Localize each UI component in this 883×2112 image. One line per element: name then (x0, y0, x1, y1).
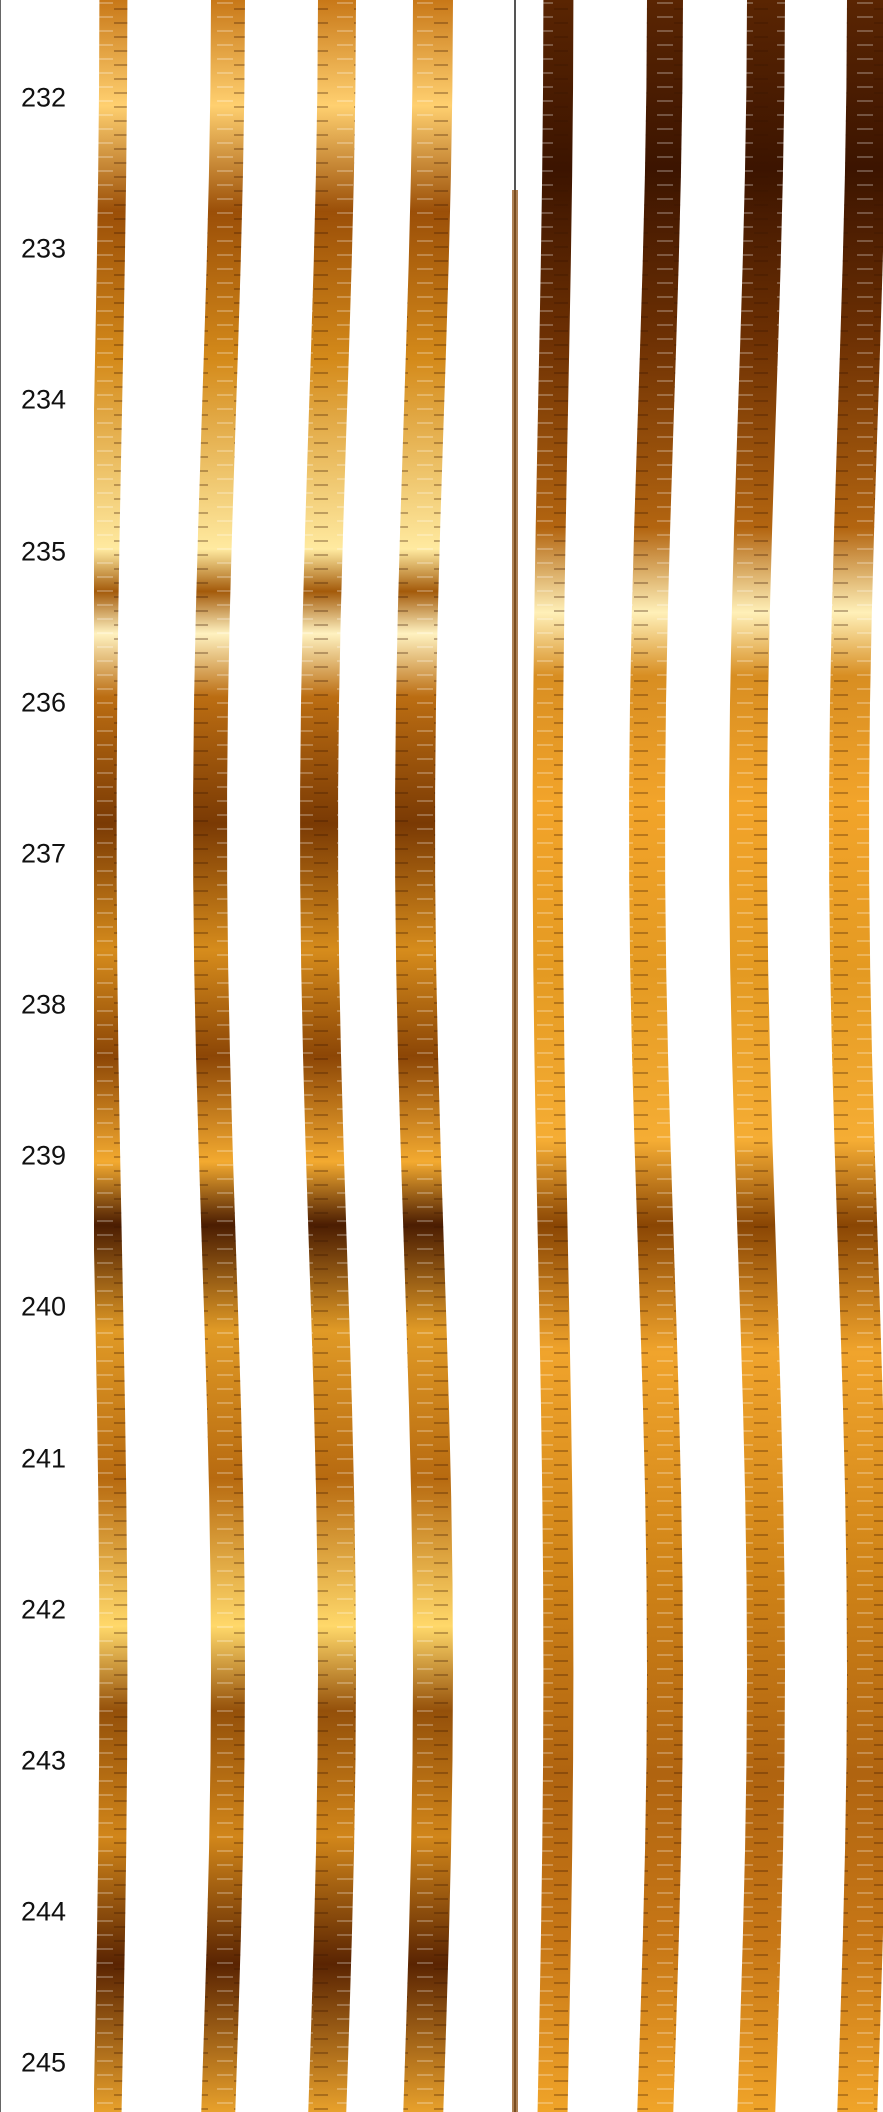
right-pad-4-texture (829, 0, 883, 2112)
depth-scale-track: 232 233 234 235 236 237 238 239 240 241 … (0, 0, 94, 2112)
depth-label-241: 241 (21, 1443, 67, 1474)
right-pad-1-texture (532, 0, 574, 2112)
depth-label-232: 232 (21, 82, 67, 113)
depth-label-238: 238 (21, 989, 67, 1020)
depth-label-239: 239 (21, 1140, 67, 1171)
right-pad-2-texture (629, 0, 683, 2112)
left-pad-3-texture (300, 0, 356, 2112)
center-strip (512, 190, 518, 2112)
depth-label-244: 244 (21, 1896, 67, 1927)
depth-label-240: 240 (21, 1291, 67, 1322)
depth-label-237: 237 (21, 838, 67, 869)
left-pad-1-texture (94, 0, 128, 2112)
right-pad-3-texture (729, 0, 785, 2112)
depth-label-235: 235 (21, 536, 67, 567)
image-pads (94, 0, 883, 2112)
depth-label-236: 236 (21, 687, 67, 718)
depth-label-242: 242 (21, 1594, 67, 1625)
depth-label-234: 234 (21, 384, 67, 415)
borehole-image-track[interactable] (94, 0, 883, 2112)
depth-label-233: 233 (21, 233, 67, 264)
image-log-canvas[interactable] (94, 0, 883, 2112)
depth-label-243: 243 (21, 1745, 67, 1776)
left-pad-4-texture (395, 0, 453, 2112)
left-pad-2-texture (193, 0, 245, 2112)
depth-label-245: 245 (21, 2047, 67, 2078)
